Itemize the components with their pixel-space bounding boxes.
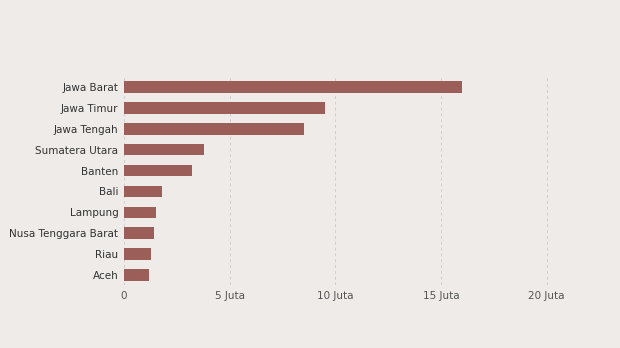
Bar [124, 81, 462, 93]
Bar [124, 102, 325, 113]
Bar [124, 123, 304, 135]
Bar [124, 144, 205, 155]
Bar [124, 165, 192, 176]
Bar [124, 269, 149, 280]
Bar [124, 206, 156, 218]
Bar [124, 228, 154, 239]
Bar [124, 248, 151, 260]
Bar [124, 186, 162, 197]
